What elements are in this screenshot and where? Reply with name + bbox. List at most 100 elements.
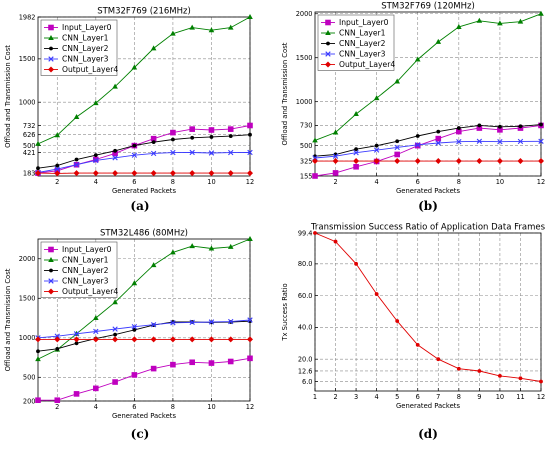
data-point (131, 152, 138, 158)
data-point (517, 138, 524, 145)
data-point (354, 147, 358, 152)
legend-marker (49, 46, 53, 51)
data-point (354, 261, 358, 266)
data-point (312, 155, 318, 161)
y-tick-label: 732 (23, 122, 36, 130)
data-point (394, 151, 400, 158)
data-point (93, 315, 99, 321)
data-point (170, 249, 176, 255)
y-tick-label: 40.0 (298, 324, 313, 332)
data-point (93, 153, 98, 158)
x-tick-label: 3 (354, 393, 358, 401)
data-point (208, 336, 215, 343)
series-input_layer0 (35, 122, 253, 176)
data-point (93, 157, 99, 164)
legend-marker (48, 288, 54, 295)
series-line (38, 357, 251, 401)
data-point (93, 100, 99, 106)
data-point (476, 138, 483, 144)
x-tick-label: 11 (516, 393, 524, 401)
data-point (436, 129, 441, 134)
x-tick-label: 4 (375, 393, 379, 401)
data-point (538, 158, 544, 165)
data-point (189, 149, 195, 156)
x-tick-label: 8 (457, 393, 461, 401)
y-tick-label: 325 (300, 157, 313, 165)
series-output_layer4 (35, 336, 253, 343)
data-point (227, 126, 234, 132)
data-point (353, 158, 360, 165)
data-point (55, 346, 60, 351)
series-line (314, 232, 542, 382)
data-point (189, 359, 195, 366)
data-point (131, 324, 138, 330)
data-point (112, 83, 118, 89)
data-point (227, 24, 234, 30)
data-point (189, 126, 195, 132)
data-point (313, 231, 317, 235)
data-point (415, 343, 420, 347)
y-tick-label: 1500 (19, 55, 36, 63)
data-point (414, 142, 421, 149)
chart-title: STM32F769 (216MHz) (97, 7, 191, 17)
data-point (74, 157, 79, 162)
data-point (497, 139, 503, 145)
y-tick-label: 421 (23, 149, 36, 157)
data-point (190, 135, 195, 140)
legend-label: Output_Layer4 (62, 287, 118, 296)
data-point (373, 147, 380, 153)
data-point (209, 135, 214, 139)
y-tick-label: 1982 (19, 13, 36, 21)
x-tick-label: 6 (132, 403, 136, 411)
legend-marker (325, 30, 331, 35)
data-point (312, 173, 318, 179)
data-point (112, 379, 118, 385)
data-point (170, 320, 176, 326)
data-point (227, 170, 234, 177)
legend-label: CNN_Layer2 (339, 39, 386, 48)
data-point (112, 326, 118, 332)
data-point (73, 113, 80, 119)
series-line (314, 124, 542, 177)
data-point (394, 158, 401, 165)
plot-frame (37, 16, 251, 177)
data-point (395, 319, 400, 323)
data-point (456, 128, 462, 135)
legend-marker (326, 41, 330, 46)
y-tick-label: 500 (23, 374, 36, 382)
data-point (208, 319, 215, 325)
data-point (208, 360, 215, 366)
data-point (455, 158, 462, 165)
data-point (248, 132, 252, 137)
data-point (477, 123, 482, 128)
data-point (228, 149, 234, 156)
data-point (518, 376, 523, 381)
data-point (353, 163, 359, 170)
legend-marker (325, 51, 331, 57)
data-point (150, 45, 157, 51)
legend-label: Input_Layer0 (62, 23, 112, 32)
series-cnn_layer1 (35, 14, 253, 146)
data-point (73, 331, 80, 337)
data-point (247, 236, 253, 241)
legend-label: Output_Layer4 (62, 65, 118, 74)
series-cnn_layer3 (312, 138, 544, 161)
data-point (415, 134, 420, 138)
data-point (497, 20, 503, 26)
data-point (170, 361, 176, 368)
data-point (113, 148, 117, 153)
data-point (496, 158, 503, 165)
legend-marker (48, 257, 54, 262)
data-point (113, 332, 117, 337)
data-point (36, 349, 40, 354)
chart-title: Transmission Success Ratio of Applicatio… (310, 223, 546, 233)
data-point (92, 170, 99, 177)
legend-marker (325, 61, 331, 68)
plot-frame (314, 232, 542, 392)
data-point (247, 170, 253, 177)
data-point (456, 139, 462, 145)
data-point (247, 149, 253, 156)
